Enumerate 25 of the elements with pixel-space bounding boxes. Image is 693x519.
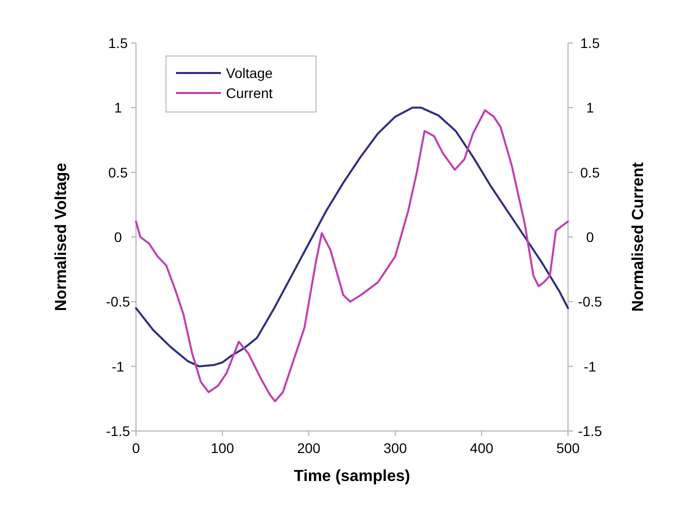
x-axis-title: Time (samples) [294, 468, 410, 485]
y2-tick-label: 0.5 [580, 164, 600, 180]
y2-tick-label: 1 [586, 100, 594, 116]
x-tick-label: 0 [132, 440, 140, 456]
y2-tick-label: -1.5 [578, 423, 602, 439]
y-tick-label: 1 [114, 100, 122, 116]
y2-tick-label: 1.5 [580, 35, 600, 51]
y2-tick-label: -0.5 [578, 294, 602, 310]
y2-axis-title: Normalised Current [630, 162, 647, 312]
y-tick-label: 0.5 [108, 164, 128, 180]
y-tick-label: -1 [112, 358, 124, 374]
x-tick-label: 500 [556, 440, 580, 456]
y-tick-label: 0 [114, 229, 122, 245]
x-tick-label: 200 [297, 440, 321, 456]
y2-tick-label: -1 [584, 358, 596, 374]
y-tick-label: -0.5 [106, 294, 130, 310]
legend-label: Voltage [226, 65, 273, 81]
x-tick-label: 100 [210, 440, 234, 456]
x-tick-label: 400 [470, 440, 494, 456]
x-tick-label: 300 [384, 440, 408, 456]
y-tick-label: -1.5 [106, 423, 130, 439]
y2-tick-label: 0 [586, 229, 594, 245]
legend-label: Current [226, 85, 273, 101]
y-axis-title: Normalised Voltage [53, 162, 70, 312]
y-tick-label: 1.5 [108, 35, 128, 51]
